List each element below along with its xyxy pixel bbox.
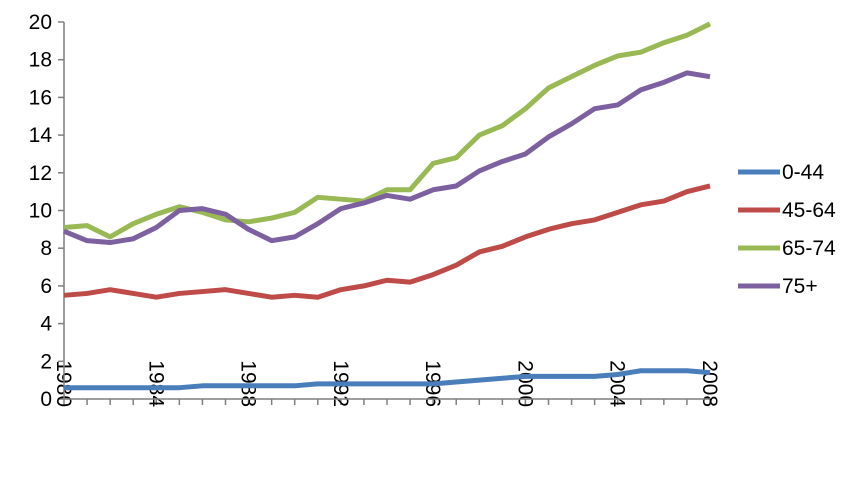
y-tick-label: 12: [29, 162, 52, 185]
legend-label: 0-44: [782, 161, 824, 184]
series-line-75+: [63, 70, 711, 246]
x-tick-label: 2004: [606, 360, 629, 407]
y-tick-label: 18: [29, 49, 52, 72]
y-tick-label: 14: [29, 124, 53, 147]
legend-label: 45-64: [782, 199, 836, 222]
y-tick-label: 20: [29, 11, 52, 34]
y-tick-label: 4: [40, 313, 52, 336]
x-tick-label: 1984: [144, 360, 167, 407]
series-line-0-44: [64, 368, 711, 391]
legend-label: 65-74: [782, 237, 836, 260]
y-tick-label: 8: [40, 237, 52, 260]
y-tick-label: 10: [29, 200, 52, 223]
y-tick-label: 2: [40, 350, 52, 373]
x-tick-label: 2000: [513, 360, 536, 407]
y-tick-label: 0: [40, 388, 52, 411]
legend: 0-44 45-64 65-74 75+: [738, 161, 836, 298]
y-axis-ticks: 0 2 4 6 8 10 12 14 16 18 20: [29, 11, 64, 411]
legend-label: 75+: [782, 275, 818, 298]
x-tick-label: 2008: [698, 360, 721, 407]
series-lines: [63, 21, 712, 391]
series-line-65-74: [63, 21, 712, 240]
y-tick-label: 16: [29, 86, 52, 109]
series-line-45-64: [63, 183, 711, 300]
y-tick-label: 6: [40, 275, 52, 298]
